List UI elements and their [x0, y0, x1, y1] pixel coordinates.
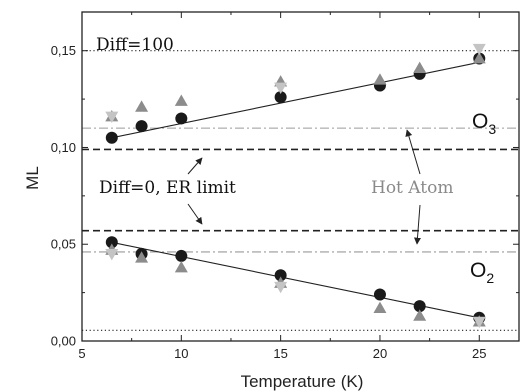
x-tick-label-5: 5 [78, 346, 85, 361]
data-point-s4-2 [174, 260, 188, 273]
x-tick-label-15: 15 [273, 346, 287, 361]
label-o3-base: O [472, 110, 488, 133]
label-o2: O2 [470, 259, 494, 286]
data-point-s1-2 [174, 94, 188, 106]
data-point-s0-3 [274, 91, 287, 104]
data-point-s3-3 [274, 269, 287, 282]
label-o2-sub: 2 [486, 270, 494, 286]
annotation-diff0-er-limit: Diff=0, ER limit [99, 178, 236, 198]
data-point-s1-1 [135, 100, 149, 112]
annotation-arrow-1 [187, 203, 203, 225]
label-o2-base: O [470, 259, 486, 282]
data-point-s4-1 [135, 251, 149, 263]
data-markers [105, 43, 486, 329]
data-point-s1-6 [472, 51, 486, 64]
data-point-s0-0 [105, 131, 118, 144]
axes: 5 10 15 20 25 0,00 0,05 0,10 0,15 [51, 11, 520, 361]
annotation-arrow-2 [405, 129, 421, 175]
annotation-arrow-0 [187, 157, 203, 175]
data-point-s2-2 [472, 43, 486, 56]
x-tick-label-10: 10 [174, 346, 188, 361]
y-tick-label-0: 0,00 [51, 334, 76, 349]
annotation-arrows [187, 129, 421, 245]
data-point-s3-5 [413, 300, 426, 313]
x-tick-label-20: 20 [373, 346, 387, 361]
x-axis-title: Temperature (K) [241, 372, 364, 391]
label-o3: O3 [472, 110, 496, 137]
data-point-s1-4 [373, 73, 387, 85]
data-point-s5-1 [274, 281, 288, 294]
data-point-s5-2 [472, 316, 486, 329]
data-point-s3-0 [105, 236, 118, 249]
reference-lines [82, 50, 519, 331]
data-point-s3-4 [373, 288, 386, 301]
annotation-hot-atom: Hot Atom [371, 178, 453, 198]
data-point-s0-1 [135, 120, 148, 133]
y-axis-title: ML [23, 166, 42, 190]
data-point-s5-0 [105, 249, 119, 261]
plot-frame [81, 11, 520, 342]
data-point-s2-1 [274, 82, 288, 94]
data-point-s3-2 [175, 249, 188, 262]
y-tick-label-2: 0,10 [51, 140, 76, 155]
label-o3-sub: 3 [488, 121, 496, 137]
x-tick-label-25: 25 [472, 346, 486, 361]
y-tick-label-3: 0,15 [51, 43, 76, 58]
data-point-s4-5 [413, 309, 427, 321]
data-point-s2-0 [105, 111, 119, 124]
annotation-arrow-3 [413, 204, 421, 245]
data-point-s1-5 [413, 61, 427, 73]
annotation-diff100: Diff=100 [96, 35, 174, 55]
data-point-s0-2 [175, 112, 188, 125]
y-tick-label-1: 0,05 [51, 237, 76, 252]
data-point-s4-4 [373, 301, 387, 313]
